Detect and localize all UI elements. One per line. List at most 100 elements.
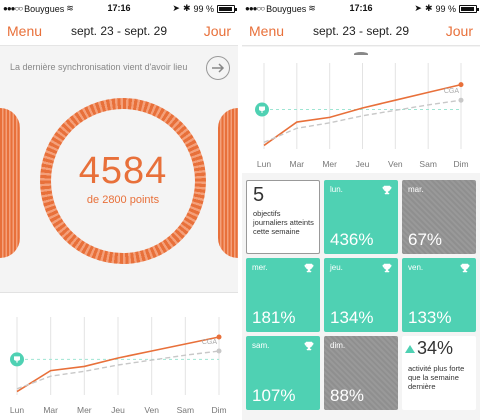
location-icon: ➤ [414, 3, 422, 13]
day-axis-label: Jeu [356, 159, 370, 169]
day-label: lun. [330, 185, 343, 194]
today-button[interactable]: Jour [203, 23, 231, 39]
sync-status-text: La dernière synchronisation vient d'avoi… [10, 62, 188, 72]
status-bar: ●●●○○ Bouygues ≋ 17:16 ➤ ✱ 99 % [0, 0, 238, 16]
previous-ring-peek[interactable] [0, 108, 20, 258]
activity-value: 34% [417, 338, 454, 358]
battery-percent: 99 % [193, 3, 214, 14]
objectives-count: 5 [253, 184, 265, 206]
day-axis-label: Mer [77, 405, 92, 415]
date-range[interactable]: sept. 23 - sept. 29 [70, 24, 168, 38]
phone-right: ●●●○○ Bouygues ≋ 17:16 ➤ ✱ 99 % Menu sept. 2… [242, 0, 480, 420]
weekly-chart: CGA Lun Mar Mer Jeu Ven Sam Dim [255, 63, 469, 169]
trend-up-icon [405, 345, 415, 353]
bluetooth-icon: ✱ [424, 3, 433, 13]
date-range[interactable]: sept. 23 - sept. 29 [312, 24, 410, 38]
day-axis-label: Dim [211, 405, 226, 415]
status-time: 17:16 [349, 3, 373, 13]
day-tile-jeu[interactable]: jeu. 134% [324, 258, 398, 332]
carrier-name: Bouygues [266, 3, 307, 14]
day-label: mer. [252, 263, 268, 272]
day-percent: 181% [252, 308, 296, 327]
points-goal: de 2800 points [86, 194, 160, 206]
trophy-icon [304, 263, 314, 273]
day-tile-dim[interactable]: dim. 88% [324, 336, 398, 410]
user-series-endpoint [216, 334, 222, 340]
carrier-name: Bouygues [24, 3, 65, 14]
weekly-chart-panel[interactable]: CGA Lun Mar Mer Jeu Ven Sam Dim [242, 47, 480, 173]
day-percent: 133% [408, 308, 452, 327]
day-label: sam. [252, 341, 270, 350]
benchmark-series-line [16, 350, 220, 390]
battery-percent: 99 % [435, 3, 456, 14]
trophy-icon [460, 263, 470, 273]
day-axis-label: Lun [257, 159, 271, 169]
benchmark-label: CGA [202, 339, 218, 346]
activity-tile[interactable]: 34% activité plus forte que la semaine d… [402, 336, 476, 410]
trophy-icon [382, 263, 392, 273]
goal-trophy-icon [10, 352, 24, 367]
battery-icon [459, 4, 479, 13]
user-series-endpoint [458, 82, 464, 88]
drawer-handle[interactable] [354, 52, 368, 56]
status-time: 17:16 [107, 3, 131, 13]
day-tile-mer[interactable]: mer. 181% [246, 258, 320, 332]
weekly-chart: CGA Lun Mar Mer Jeu Ven Sam Dim [10, 317, 227, 415]
benchmark-series-line [263, 99, 462, 143]
day-axis-label: Mer [322, 159, 337, 169]
day-axis-label: Lun [10, 405, 24, 415]
benchmark-label: CGA [444, 88, 460, 95]
battery-icon [217, 4, 237, 13]
objectives-text: objectifs journaliers atteints cette sem… [253, 209, 314, 236]
weekly-chart-panel[interactable]: CGA Lun Mar Mer Jeu Ven Sam Dim [0, 292, 238, 420]
nav-bar: Menu sept. 23 - sept. 29 Jour [242, 16, 480, 46]
next-ring-peek[interactable] [218, 108, 238, 258]
user-series-line [263, 83, 462, 147]
day-percent: 134% [330, 308, 374, 327]
day-axis-label: Sam [419, 159, 436, 169]
menu-button[interactable]: Menu [249, 23, 285, 39]
day-label: dim. [330, 341, 346, 350]
day-axis-label: Mar [43, 405, 58, 415]
benchmark-series-endpoint [216, 348, 222, 354]
benchmark-series-endpoint [458, 97, 464, 103]
day-axis-label: Mar [290, 159, 305, 169]
day-percent: 107% [252, 386, 296, 405]
day-tile-mar[interactable]: mar. 67% [402, 180, 476, 254]
day-axis-label: Ven [388, 159, 403, 169]
day-label: mar. [408, 185, 424, 194]
signal-icon: ●●●○○ [3, 4, 23, 13]
points-value: 4584 [78, 150, 168, 192]
day-tile-sam[interactable]: sam. 107% [246, 336, 320, 410]
trophy-icon [304, 341, 314, 351]
day-tile-lun[interactable]: lun. 436% [324, 180, 398, 254]
location-icon: ➤ [172, 3, 180, 13]
objectives-tile[interactable]: 5 objectifs journaliers atteints cette s… [246, 180, 320, 254]
phone-left: ●●●○○ Bouygues ≋ 17:16 ➤ ✱ 99 % Menu sept. 2… [0, 0, 238, 420]
day-percent: 67% [408, 230, 443, 249]
sync-button[interactable] [206, 56, 230, 80]
wifi-icon: ≋ [308, 3, 316, 13]
wifi-icon: ≋ [66, 3, 74, 13]
day-axis-label: Ven [144, 405, 159, 415]
status-bar: ●●●○○ Bouygues ≋ 17:16 ➤ ✱ 99 % [242, 0, 480, 16]
day-axis-label: Jeu [111, 405, 125, 415]
arrow-right-icon [212, 63, 225, 73]
today-button[interactable]: Jour [445, 23, 473, 39]
menu-button[interactable]: Menu [7, 23, 43, 39]
bluetooth-icon: ✱ [182, 3, 191, 13]
user-series-line [16, 336, 220, 393]
signal-icon: ●●●○○ [245, 4, 265, 13]
points-ring[interactable]: 4584 de 2800 points [40, 98, 206, 264]
goal-trophy-icon [255, 102, 269, 117]
day-label: jeu. [330, 263, 343, 272]
day-percent: 88% [330, 386, 365, 405]
day-axis-label: Dim [453, 159, 468, 169]
day-label: ven. [408, 263, 424, 272]
day-percent: 436% [330, 230, 374, 249]
day-tile-ven[interactable]: ven. 133% [402, 258, 476, 332]
day-axis-label: Sam [177, 405, 194, 415]
trophy-icon [382, 185, 392, 195]
activity-text: activité plus forte que la semaine derni… [408, 364, 465, 391]
nav-bar: Menu sept. 23 - sept. 29 Jour [0, 16, 238, 46]
